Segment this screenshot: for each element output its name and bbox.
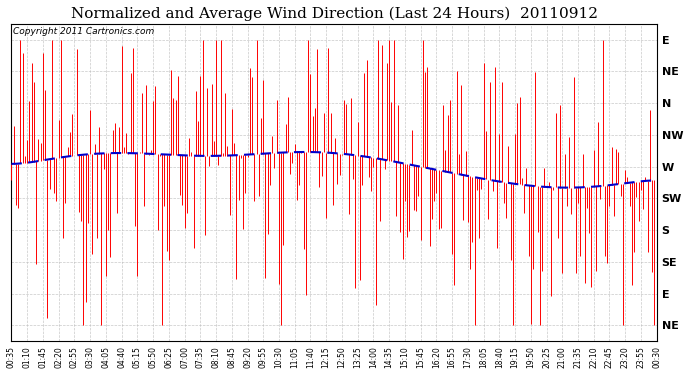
Text: Copyright 2011 Cartronics.com: Copyright 2011 Cartronics.com	[12, 27, 154, 36]
Title: Normalized and Average Wind Direction (Last 24 Hours)  20110912: Normalized and Average Wind Direction (L…	[70, 7, 598, 21]
